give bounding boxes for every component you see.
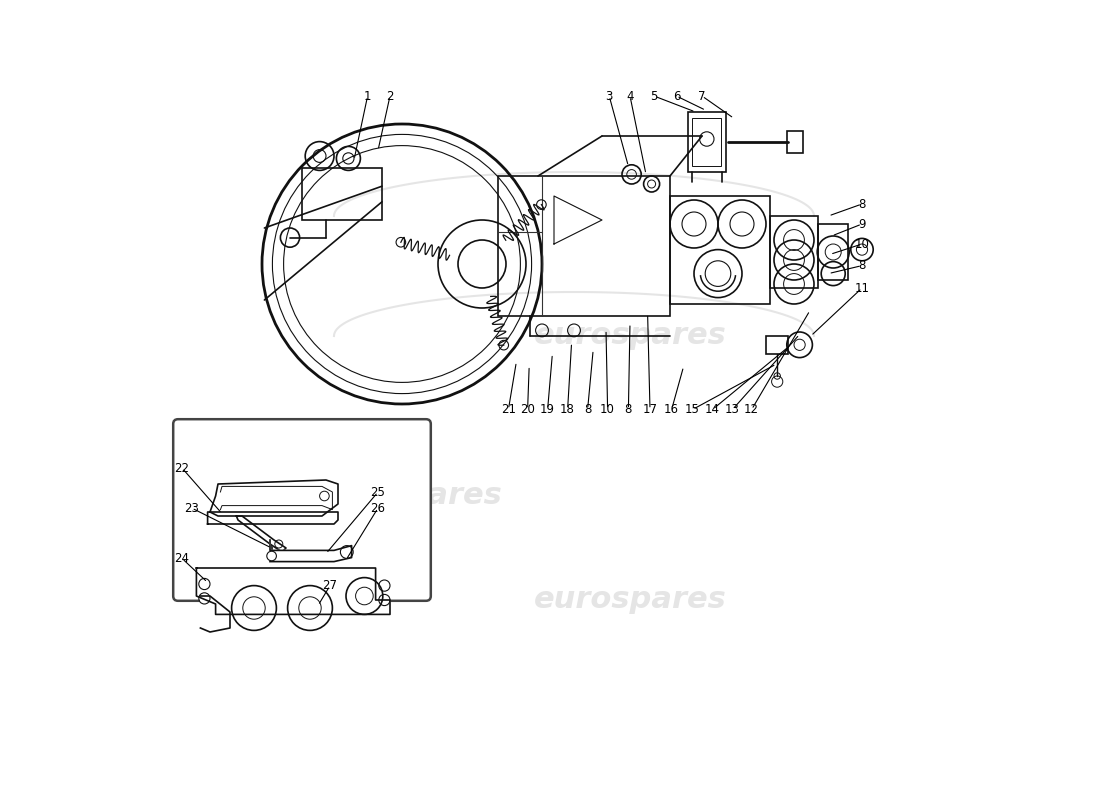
Polygon shape <box>200 596 230 632</box>
Text: 21: 21 <box>500 403 516 416</box>
Text: 10: 10 <box>855 238 869 250</box>
Bar <box>498 176 670 316</box>
Text: 4: 4 <box>626 90 634 102</box>
Polygon shape <box>210 480 338 516</box>
Text: eurospares: eurospares <box>309 482 503 510</box>
Text: 23: 23 <box>184 502 199 514</box>
Text: 18: 18 <box>560 403 575 416</box>
Text: 5: 5 <box>650 90 658 102</box>
Text: 20: 20 <box>520 403 535 416</box>
Text: 27: 27 <box>322 579 338 592</box>
Text: 22: 22 <box>175 462 189 474</box>
Bar <box>670 196 770 304</box>
Bar <box>786 131 803 154</box>
Text: 19: 19 <box>540 403 556 416</box>
Text: 17: 17 <box>642 403 658 416</box>
Polygon shape <box>236 516 286 552</box>
Text: 26: 26 <box>371 502 385 514</box>
Text: 1: 1 <box>364 90 372 102</box>
Polygon shape <box>270 540 352 562</box>
Text: 6: 6 <box>672 90 680 102</box>
Text: eurospares: eurospares <box>534 322 726 350</box>
Text: 24: 24 <box>175 552 189 565</box>
Text: 2: 2 <box>386 90 394 102</box>
Text: 16: 16 <box>664 403 679 416</box>
FancyBboxPatch shape <box>173 419 431 601</box>
Text: 8: 8 <box>625 403 632 416</box>
Bar <box>688 112 726 172</box>
Text: 10: 10 <box>601 403 615 416</box>
Text: 7: 7 <box>698 90 706 102</box>
Text: 3: 3 <box>605 90 613 102</box>
Bar <box>770 216 818 288</box>
Text: 13: 13 <box>725 403 740 416</box>
Text: 25: 25 <box>371 486 385 498</box>
Text: 8: 8 <box>858 259 866 272</box>
Text: 8: 8 <box>858 198 866 210</box>
Text: 11: 11 <box>855 282 869 294</box>
Text: 9: 9 <box>858 218 866 230</box>
Text: eurospares: eurospares <box>534 586 726 614</box>
Bar <box>302 168 382 220</box>
Bar <box>818 224 848 280</box>
Text: 12: 12 <box>744 403 759 416</box>
Bar <box>692 118 722 166</box>
Text: 14: 14 <box>705 403 719 416</box>
Bar <box>766 336 789 354</box>
Polygon shape <box>208 512 338 524</box>
Text: 8: 8 <box>584 403 592 416</box>
Polygon shape <box>197 568 390 614</box>
Text: 15: 15 <box>685 403 700 416</box>
